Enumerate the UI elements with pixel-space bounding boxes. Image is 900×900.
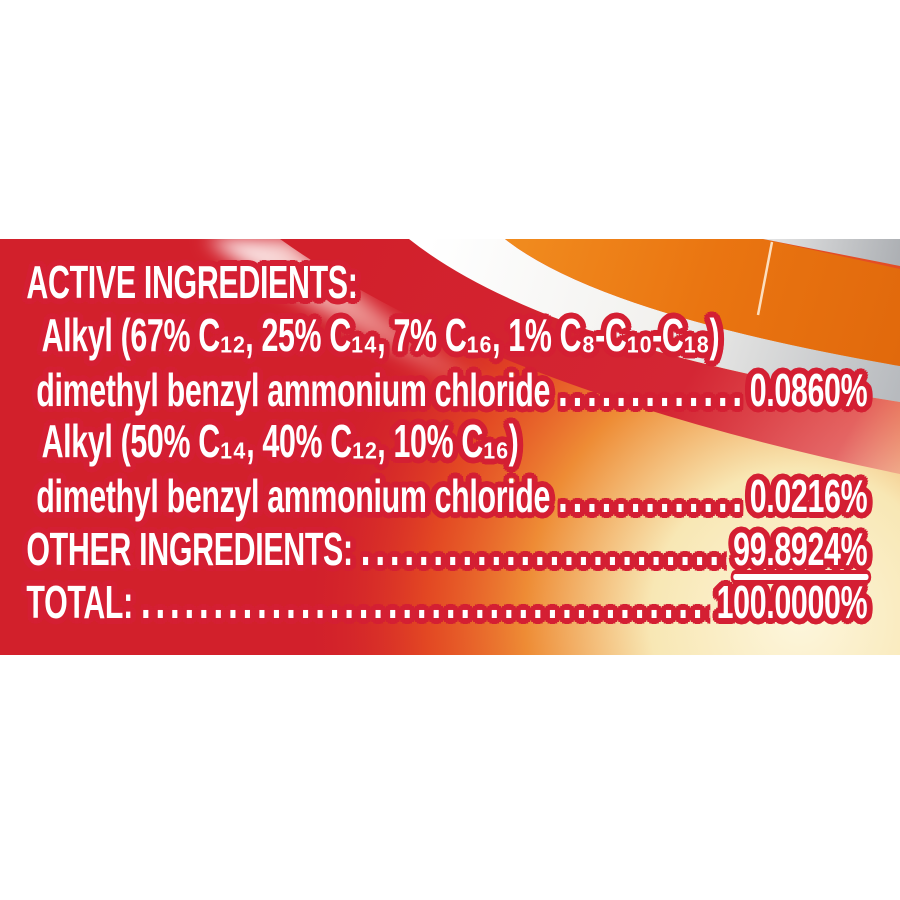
chloride-row-2: dimethyl benzyl ammonium chloride ......… (26, 468, 868, 522)
scratch-line (756, 241, 774, 316)
alkyl-composition-line-1: Alkyl (67% C₁₂, 25% C₁₄, 7% C₁₆, 1% C₈-C… (26, 309, 867, 362)
chloride-row-1: dimethyl benzyl ammonium chloride ......… (26, 362, 868, 416)
silver-corner-wedge (763, 239, 900, 266)
ingredient-name: TOTAL: (26, 576, 133, 628)
red-swoosh-band (280, 239, 900, 474)
other-ingredients-row: OTHER INGREDIENTS: .....................… (26, 521, 869, 580)
ingredient-name: dimethyl benzyl ammonium chloride (36, 470, 551, 522)
leader-dots: ........................................… (140, 574, 710, 627)
orange-swoosh-band (505, 239, 900, 366)
active-ingredients-heading: ACTIVE INGREDIENTS: (26, 256, 867, 309)
concentration-value: 0.0860% (749, 364, 868, 416)
ingredient-text: Alkyl (67% C₁₂, 25% C₁₄, 7% C₁₆, 1% C₈-C… (41, 309, 720, 361)
ingredients-text-block: ACTIVE INGREDIENTS: Alkyl (67% C₁₂, 25% … (0, 239, 900, 628)
ingredient-name: dimethyl benzyl ammonium chloride (36, 364, 551, 416)
white-silver-swoosh-band (409, 239, 900, 402)
concentration-value: 99.8924% (733, 523, 868, 575)
leader-dots: ........................................… (557, 468, 743, 521)
concentration-value: 100.0000% (716, 576, 868, 628)
ingredients-panel: ACTIVE INGREDIENTS: Alkyl (67% C₁₂, 25% … (0, 239, 900, 655)
other-ingredients-value-wrap: 99.8924% (733, 523, 869, 580)
total-rule (733, 574, 869, 580)
leader-dots: ........................................… (557, 362, 743, 415)
ingredient-text: Alkyl (50% C₁₄, 40% C₁₂, 10% C₁₆) (41, 415, 519, 467)
concentration-value: 0.0216% (749, 470, 868, 522)
total-row: TOTAL: .................................… (26, 574, 868, 628)
leader-dots: ........................................… (360, 521, 727, 574)
heading-text: ACTIVE INGREDIENTS: (26, 256, 358, 308)
white-glow-streak (205, 239, 520, 409)
alkyl-composition-line-2: Alkyl (50% C₁₄, 40% C₁₂, 10% C₁₆) (26, 415, 867, 468)
swoosh-background-graphic (0, 239, 900, 655)
ingredient-name: OTHER INGREDIENTS: (26, 523, 353, 575)
